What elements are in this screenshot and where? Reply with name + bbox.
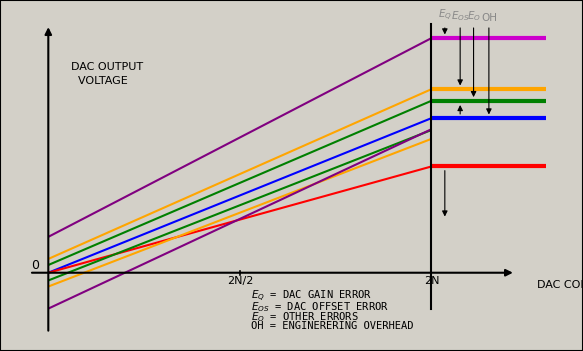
Text: $E_{OS}$ = DAC OFFSET ERROR: $E_{OS}$ = DAC OFFSET ERROR xyxy=(251,300,389,313)
Text: DAC OUTPUT
  VOLTAGE: DAC OUTPUT VOLTAGE xyxy=(71,62,143,86)
Text: 0: 0 xyxy=(31,259,38,272)
Text: $E_Q$ = DAC GAIN ERROR: $E_Q$ = DAC GAIN ERROR xyxy=(251,289,372,304)
Text: OH: OH xyxy=(481,13,497,23)
Text: OH = ENGINERERING OVERHEAD: OH = ENGINERERING OVERHEAD xyxy=(251,321,414,331)
Text: 2N: 2N xyxy=(424,276,439,286)
Text: $E_O$: $E_O$ xyxy=(466,9,480,23)
Text: 2N/2: 2N/2 xyxy=(227,276,253,286)
Text: $E_{OS}$: $E_{OS}$ xyxy=(451,9,469,23)
Text: $E_Q$: $E_Q$ xyxy=(438,8,452,23)
Text: $E_O$ = OTHER ERRORS: $E_O$ = OTHER ERRORS xyxy=(251,310,359,324)
Text: DAC CODE: DAC CODE xyxy=(537,280,583,290)
